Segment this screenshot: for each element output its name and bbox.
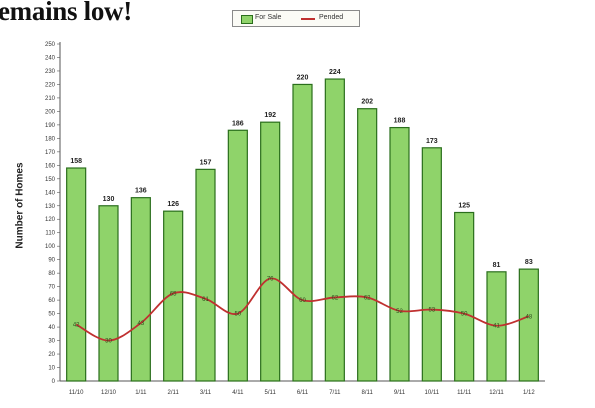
pended-value-label: 42 (73, 322, 80, 328)
x-tick-label: 1/12 (523, 390, 535, 396)
x-tick-label: 3/11 (200, 390, 212, 396)
y-tick-label: 250 (45, 42, 56, 48)
pended-value-label: 50 (461, 312, 468, 318)
x-tick-label: 11/11 (457, 390, 472, 396)
y-tick-label: 100 (45, 244, 56, 250)
y-tick-label: 150 (45, 177, 56, 183)
x-tick-label: 12/11 (489, 390, 504, 396)
y-tick-label: 230 (45, 69, 56, 75)
bar-for-sale (324, 78, 345, 382)
x-tick-label: 6/11 (297, 390, 309, 396)
bar-for-sale (260, 121, 281, 382)
y-tick-label: 30 (48, 339, 55, 345)
y-tick-label: 160 (45, 163, 56, 169)
pended-value-label: 53 (428, 308, 435, 314)
bar-for-sale (518, 268, 539, 382)
pended-value-label: 61 (202, 297, 209, 303)
bar-value-label: 83 (525, 259, 533, 266)
bar-for-sale (163, 210, 184, 382)
bar-for-sale (357, 108, 378, 382)
bar-value-label: 158 (70, 158, 82, 165)
bar-value-label: 202 (361, 99, 373, 106)
y-tick-label: 0 (52, 379, 56, 385)
pended-value-label: 43 (137, 321, 144, 327)
y-tick-label: 20 (48, 352, 55, 358)
pended-value-label: 62 (364, 295, 371, 301)
y-tick-label: 240 (45, 55, 56, 61)
pended-value-label: 60 (299, 298, 306, 304)
pended-value-label: 76 (267, 277, 274, 283)
bar-value-label: 224 (329, 69, 341, 76)
bar-for-sale (195, 168, 216, 382)
page-headline: emains low! (0, 0, 132, 26)
bar-value-label: 220 (297, 74, 309, 81)
y-tick-label: 90 (48, 258, 55, 264)
pended-value-label: 30 (105, 339, 112, 345)
bar-for-sale (292, 83, 313, 382)
bar-value-label: 157 (200, 159, 212, 166)
y-tick-label: 130 (45, 204, 56, 210)
x-tick-label: 5/11 (265, 390, 277, 396)
bar-for-sale (227, 129, 248, 382)
pended-value-label: 41 (493, 324, 500, 330)
legend-label-pended: Pended (319, 14, 344, 21)
y-tick-label: 60 (48, 298, 55, 304)
y-tick-label: 220 (45, 82, 56, 88)
y-tick-label: 120 (45, 217, 56, 223)
x-tick-label: 7/11 (329, 390, 341, 396)
x-tick-label: 10/11 (425, 390, 440, 396)
pended-line (75, 277, 530, 342)
y-tick-label: 180 (45, 136, 56, 142)
bar-for-sale (98, 205, 119, 382)
for-sale-bars (66, 78, 539, 382)
pended-value-label: 65 (170, 291, 177, 297)
bar-value-label: 136 (135, 188, 147, 195)
legend-swatch-pended (301, 18, 315, 20)
x-tick-label: 4/11 (232, 390, 244, 396)
pended-value-label: 62 (331, 295, 338, 301)
y-tick-label: 170 (45, 150, 56, 156)
x-tick-label: 1/11 (135, 390, 147, 396)
bar-for-sale (454, 211, 475, 382)
bar-value-label: 126 (167, 201, 179, 208)
y-tick-label: 40 (48, 325, 55, 331)
bar-value-label: 130 (103, 196, 115, 203)
x-tick-label: 9/11 (394, 390, 406, 396)
pended-value-label: 50 (234, 312, 241, 318)
legend-swatch-for-sale (241, 15, 253, 24)
chart-legend: For Sale Pended (232, 10, 360, 27)
x-tick-label: 8/11 (362, 390, 374, 396)
y-tick-label: 80 (48, 271, 55, 277)
bar-for-sale (66, 167, 87, 382)
bar-value-label: 173 (426, 138, 438, 145)
legend-label-for-sale: For Sale (255, 14, 282, 21)
bar-value-label: 192 (264, 112, 276, 119)
pended-value-label: 48 (525, 314, 532, 320)
bar-for-sale (421, 147, 442, 382)
pended-series-line (75, 277, 530, 342)
y-tick-label: 200 (45, 109, 56, 115)
bar-value-label: 81 (493, 262, 501, 269)
y-tick-label: 140 (45, 190, 56, 196)
bar-for-sale (130, 197, 151, 382)
y-tick-label: 190 (45, 123, 56, 129)
bar-value-label: 188 (394, 118, 406, 125)
y-tick-label: 70 (48, 285, 55, 291)
bar-for-sale (389, 126, 410, 382)
y-tick-label: 50 (48, 312, 55, 318)
x-tick-label: 11/10 (69, 390, 84, 396)
data-labels: 158 130 136 126 157 186 192 220 224 202 188 173 125 8… (70, 69, 533, 345)
pended-value-label: 52 (396, 309, 403, 315)
x-tick-label: 12/10 (101, 390, 117, 396)
y-tick-label: 10 (48, 366, 55, 372)
bar-value-label: 186 (232, 120, 244, 127)
x-tick-label: 2/11 (168, 390, 180, 396)
bar-value-label: 125 (458, 203, 470, 210)
y-tick-label: 110 (45, 231, 55, 237)
y-tick-label: 210 (45, 96, 56, 102)
